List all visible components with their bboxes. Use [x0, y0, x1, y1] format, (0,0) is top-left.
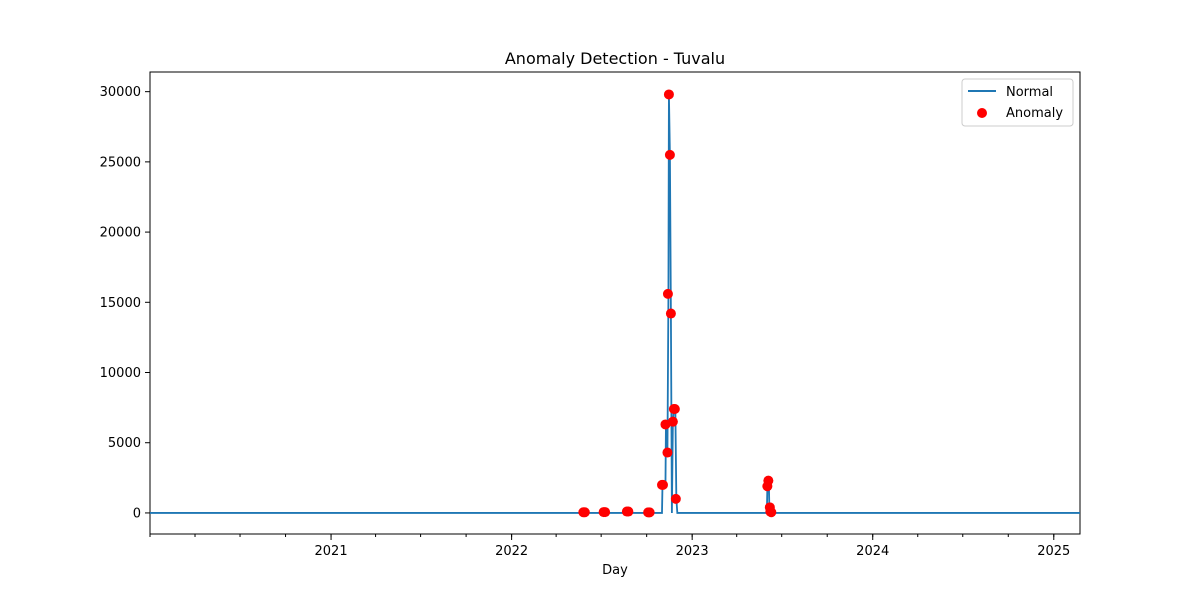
x-tick-label: 2025 [1037, 544, 1070, 559]
anomaly-point [664, 149, 675, 160]
anomaly-point [623, 506, 634, 517]
anomaly-point [663, 89, 674, 100]
anomaly-point [644, 507, 655, 518]
series-layer [150, 89, 1080, 518]
y-tick-label: 0 [133, 506, 141, 521]
anomaly-point [669, 404, 680, 415]
anomaly-point [667, 416, 678, 427]
anomaly-point [657, 479, 668, 490]
y-tick-label: 10000 [100, 366, 141, 381]
anomaly-point [600, 507, 611, 518]
legend: Normal Anomaly [961, 78, 1074, 127]
axes-frame [149, 71, 1081, 535]
x-tick-label: 2021 [315, 544, 348, 559]
y-axis: 0 5000 10000 15000 20000 25000 30000 [100, 85, 150, 521]
anomaly-point [665, 308, 676, 319]
anomaly-point [579, 507, 590, 518]
y-tick-label: 5000 [108, 436, 141, 451]
y-tick-label: 25000 [100, 155, 141, 170]
chart-title: Anomaly Detection - Tuvalu [505, 49, 725, 68]
x-tick-label: 2024 [856, 544, 889, 559]
x-tick-label: 2023 [676, 544, 709, 559]
anomaly-point [766, 507, 777, 518]
x-tick-label: 2022 [495, 544, 528, 559]
x-axis: 2021 2022 2023 2024 2025 [149, 534, 1070, 559]
legend-anomaly-swatch [977, 108, 987, 118]
anomaly-point [763, 475, 774, 486]
legend-normal-label: Normal [1006, 85, 1053, 100]
x-axis-label: Day [602, 563, 628, 578]
y-tick-label: 20000 [100, 226, 141, 241]
anomaly-point [662, 447, 673, 458]
anomaly-point [662, 288, 673, 299]
anomaly-point [670, 493, 681, 504]
y-tick-label: 30000 [100, 85, 141, 100]
y-tick-label: 15000 [100, 296, 141, 311]
legend-anomaly-label: Anomaly [1006, 106, 1063, 121]
